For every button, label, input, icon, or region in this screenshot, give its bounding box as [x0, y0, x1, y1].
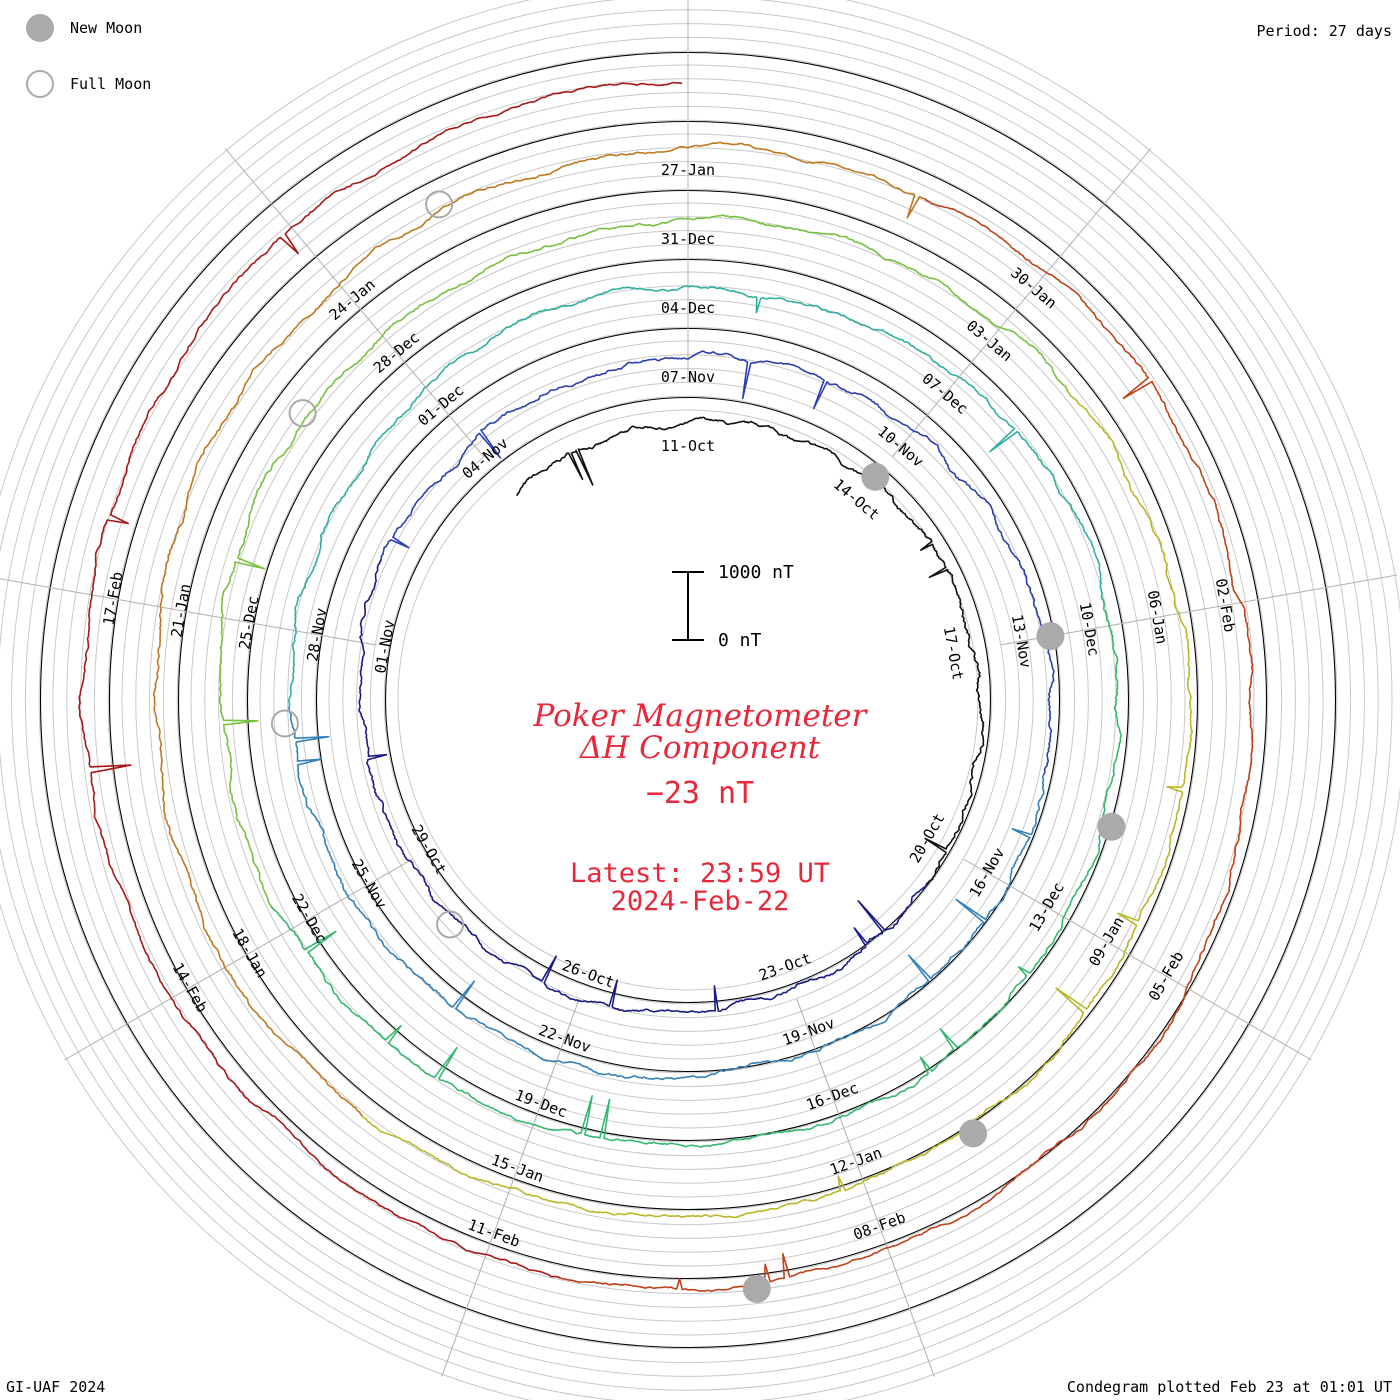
grid-ring: [383, 395, 993, 1005]
date-label: 15-Jan: [489, 1151, 546, 1186]
date-label: 01-Nov: [371, 618, 398, 674]
delta-h-trace: [152, 141, 928, 1117]
scale-bar: [672, 571, 704, 641]
scale-bottom-label: 0 nT: [718, 630, 762, 651]
grid-ring: [369, 381, 1007, 1019]
full-moon-marker: [270, 709, 299, 738]
date-label: 28-Nov: [303, 606, 330, 662]
legend-full-moon: Full Moon: [26, 68, 151, 100]
date-label: 02-Feb: [1212, 577, 1239, 633]
delta-h-trace: [269, 597, 1123, 1148]
current-value: −23 nT: [645, 776, 755, 811]
full-moon-marker: [288, 399, 317, 428]
date-label: 19-Dec: [513, 1086, 570, 1121]
delta-h-trace: [360, 390, 1193, 1219]
delta-h-trace: [78, 81, 683, 1279]
delta-h-trace: [380, 350, 1055, 776]
date-spoke: [963, 858, 1312, 1061]
period-label: Period: 27 days: [1256, 22, 1392, 40]
new-moon-marker: [959, 1119, 988, 1148]
date-label: 06-Jan: [1144, 589, 1171, 645]
date-label: 11-Feb: [465, 1216, 522, 1251]
date-label: 10-Dec: [1076, 601, 1103, 657]
date-label: 17-Feb: [99, 570, 126, 626]
delta-h-trace: [515, 416, 985, 885]
new-moon-marker: [861, 462, 890, 491]
legend-full-moon-label: Full Moon: [70, 75, 152, 93]
new-moon-icon: [26, 14, 54, 42]
date-label: 09-Jan: [1085, 914, 1128, 970]
date-label: 21-Jan: [167, 582, 194, 638]
date-label: 25-Dec: [235, 594, 262, 650]
delta-h-traces: [78, 81, 1254, 1293]
full-moon-marker: [425, 190, 454, 219]
date-label: 13-Nov: [1008, 613, 1035, 669]
baseline-circle: [384, 396, 992, 1004]
date-spoke: [0, 578, 375, 646]
moon-phase-markers: [270, 190, 1126, 1303]
latest-date: 2024-Feb-22: [610, 886, 790, 917]
date-label: 16-Nov: [966, 845, 1009, 901]
latest-time: Latest: 23:59 UT: [569, 858, 831, 889]
chart-title: Poker Magnetometer: [533, 698, 867, 734]
date-spoke: [1001, 574, 1398, 646]
date-label: 26-Oct: [560, 956, 617, 991]
date-spoke: [892, 148, 1152, 457]
date-spoke: [796, 998, 935, 1377]
full-moon-icon: [26, 70, 54, 98]
date-label: 31-Dec: [661, 230, 715, 248]
delta-h-trace: [288, 705, 1045, 1081]
date-label: 27-Jan: [661, 161, 715, 179]
legend-new-moon-label: New Moon: [70, 19, 143, 37]
legend-new-moon: New Moon: [26, 12, 142, 44]
new-moon-marker: [742, 1274, 771, 1303]
footer-credit: GI-UAF 2024: [6, 1378, 106, 1396]
date-label: 17-Oct: [940, 625, 967, 681]
delta-h-trace: [358, 558, 929, 1014]
delta-h-trace: [288, 285, 1104, 708]
delta-h-trace: [218, 214, 1070, 908]
footer-plot-time: Condegram plotted Feb 23 at 01:01 UT: [1066, 1378, 1392, 1396]
new-moon-marker: [1097, 812, 1126, 841]
scale-top-label: 1000 nT: [718, 562, 794, 583]
date-label: 04-Dec: [661, 299, 715, 317]
chart-subtitle: ΔH Component: [579, 730, 821, 766]
date-spoke: [224, 148, 484, 457]
delta-h-trace: [556, 198, 1254, 1293]
date-label: 05-Feb: [1145, 948, 1188, 1004]
new-moon-marker: [1036, 622, 1065, 651]
date-spoke: [64, 858, 413, 1061]
date-label: 22-Nov: [536, 1021, 593, 1056]
full-moon-marker: [436, 910, 465, 939]
date-label: 11-Oct: [661, 437, 715, 455]
date-label: 07-Nov: [661, 368, 715, 386]
